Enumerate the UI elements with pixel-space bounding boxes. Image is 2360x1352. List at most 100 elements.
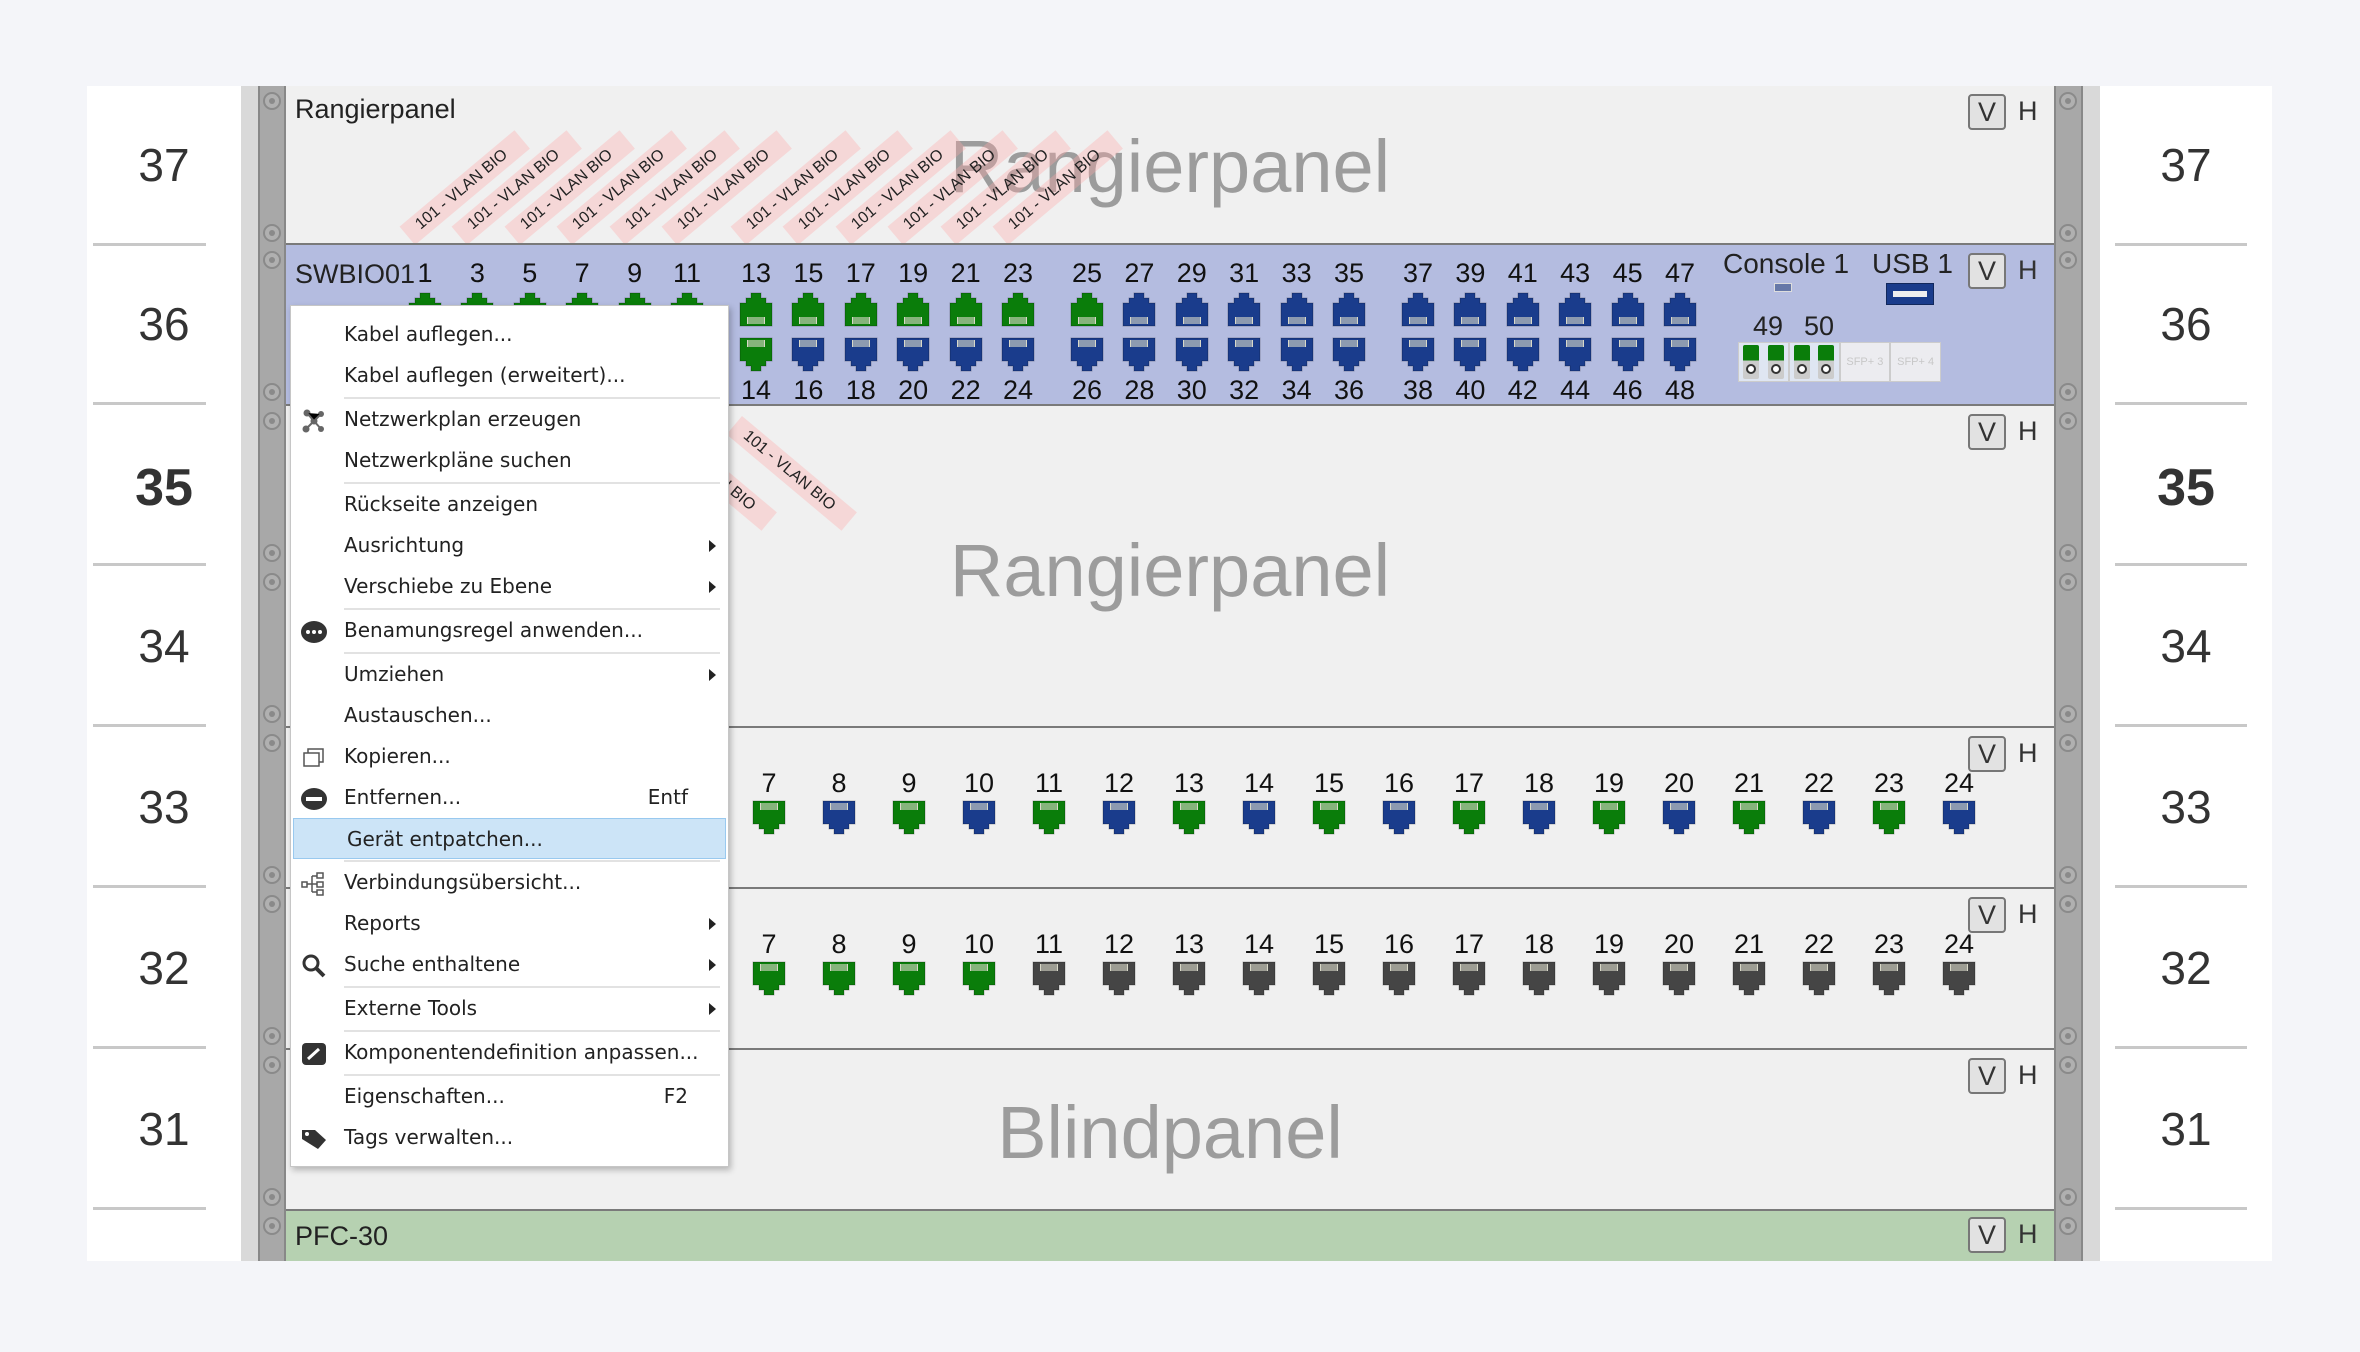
rj45-port-icon[interactable] bbox=[1611, 337, 1645, 373]
rj45-port-icon[interactable] bbox=[1102, 800, 1136, 836]
rj45-port-icon[interactable] bbox=[1280, 337, 1314, 373]
rj45-port-icon[interactable] bbox=[739, 291, 773, 327]
horizontal-orientation-button[interactable]: H bbox=[2018, 1060, 2038, 1090]
rj45-port-icon[interactable] bbox=[1592, 800, 1626, 836]
rj45-port-icon[interactable] bbox=[1280, 291, 1314, 327]
rj45-port-icon[interactable] bbox=[1102, 961, 1136, 997]
rj45-port-icon[interactable] bbox=[1558, 337, 1592, 373]
rj45-port-icon[interactable] bbox=[1227, 291, 1261, 327]
rj45-port-icon[interactable] bbox=[1001, 291, 1035, 327]
rj45-port-icon[interactable] bbox=[1401, 337, 1435, 373]
rj45-port-icon[interactable] bbox=[1452, 800, 1486, 836]
rj45-port-icon[interactable] bbox=[1522, 800, 1556, 836]
horizontal-orientation-button[interactable]: H bbox=[2018, 899, 2038, 929]
rj45-port-icon[interactable] bbox=[1453, 291, 1487, 327]
menu-item-ausrichtung[interactable]: Ausrichtung bbox=[291, 525, 728, 566]
rj45-port-icon[interactable] bbox=[1663, 291, 1697, 327]
menu-item-verbindungsübersicht[interactable]: Verbindungsübersicht... bbox=[291, 862, 728, 903]
menu-item-entfernen[interactable]: Entfernen... Entf bbox=[291, 777, 728, 818]
rj45-port-icon[interactable] bbox=[1732, 800, 1766, 836]
rj45-port-icon[interactable] bbox=[752, 800, 786, 836]
menu-item-eigenschaften[interactable]: Eigenschaften... F2 bbox=[291, 1076, 728, 1117]
rj45-port-icon[interactable] bbox=[1242, 800, 1276, 836]
rj45-port-icon[interactable] bbox=[1332, 291, 1366, 327]
rj45-port-icon[interactable] bbox=[1401, 291, 1435, 327]
rj45-port-icon[interactable] bbox=[1732, 961, 1766, 997]
device-rangierpanel-37[interactable]: Rangierpanel Rangierpanel V H 101 - VLAN B… bbox=[286, 86, 2054, 245]
rj45-port-icon[interactable] bbox=[822, 800, 856, 836]
horizontal-orientation-button[interactable]: H bbox=[2018, 738, 2038, 768]
vertical-orientation-button[interactable]: V bbox=[1968, 94, 2006, 130]
menu-item-austauschen[interactable]: Austauschen... bbox=[291, 695, 728, 736]
sfp-slot[interactable] bbox=[1788, 342, 1840, 382]
rj45-port-icon[interactable] bbox=[896, 291, 930, 327]
menu-item-netzwerkpläne-suchen[interactable]: Netzwerkpläne suchen bbox=[291, 440, 728, 481]
rj45-port-icon[interactable] bbox=[892, 800, 926, 836]
rj45-port-icon[interactable] bbox=[1802, 800, 1836, 836]
vertical-orientation-button[interactable]: V bbox=[1968, 1058, 2006, 1094]
rj45-port-icon[interactable] bbox=[844, 291, 878, 327]
rj45-port-icon[interactable] bbox=[962, 961, 996, 997]
vertical-orientation-button[interactable]: V bbox=[1968, 1217, 2006, 1253]
menu-item-verschiebe-zu-ebene[interactable]: Verschiebe zu Ebene bbox=[291, 566, 728, 607]
rj45-port-icon[interactable] bbox=[949, 337, 983, 373]
rj45-port-icon[interactable] bbox=[1332, 337, 1366, 373]
rj45-port-icon[interactable] bbox=[896, 337, 930, 373]
sfp-slot-empty[interactable]: SFP+ 3 bbox=[1839, 342, 1891, 382]
rj45-port-icon[interactable] bbox=[1663, 337, 1697, 373]
rj45-port-icon[interactable] bbox=[822, 961, 856, 997]
rj45-port-icon[interactable] bbox=[1662, 800, 1696, 836]
rj45-port-icon[interactable] bbox=[1662, 961, 1696, 997]
menu-item-reports[interactable]: Reports bbox=[291, 903, 728, 944]
menu-item-kabel-auflegen-erweitert[interactable]: Kabel auflegen (erweitert)... bbox=[291, 355, 728, 396]
vertical-orientation-button[interactable]: V bbox=[1968, 736, 2006, 772]
menu-item-externe-tools[interactable]: Externe Tools bbox=[291, 988, 728, 1029]
rj45-port-icon[interactable] bbox=[962, 800, 996, 836]
menu-item-kopieren[interactable]: Kopieren... bbox=[291, 736, 728, 777]
rj45-port-icon[interactable] bbox=[1172, 961, 1206, 997]
rj45-port-icon[interactable] bbox=[844, 337, 878, 373]
menu-item-gerät-entpatchen[interactable]: Gerät entpatchen... bbox=[293, 818, 726, 859]
menu-item-rückseite-anzeigen[interactable]: Rückseite anzeigen bbox=[291, 484, 728, 525]
rj45-port-icon[interactable] bbox=[1122, 337, 1156, 373]
rj45-port-icon[interactable] bbox=[1452, 961, 1486, 997]
menu-item-umziehen[interactable]: Umziehen bbox=[291, 654, 728, 695]
rj45-port-icon[interactable] bbox=[739, 337, 773, 373]
rj45-port-icon[interactable] bbox=[1312, 961, 1346, 997]
vertical-orientation-button[interactable]: V bbox=[1968, 253, 2006, 289]
menu-item-tags-verwalten[interactable]: Tags verwalten... bbox=[291, 1117, 728, 1158]
usb-port-icon[interactable] bbox=[1886, 283, 1934, 305]
rj45-port-icon[interactable] bbox=[1506, 291, 1540, 327]
rj45-port-icon[interactable] bbox=[1175, 337, 1209, 373]
rj45-port-icon[interactable] bbox=[892, 961, 926, 997]
rj45-port-icon[interactable] bbox=[1242, 961, 1276, 997]
console-port-icon[interactable] bbox=[1774, 283, 1792, 292]
rj45-port-icon[interactable] bbox=[1453, 337, 1487, 373]
menu-item-netzwerkplan-erzeugen[interactable]: Netzwerkplan erzeugen bbox=[291, 399, 728, 440]
rj45-port-icon[interactable] bbox=[1312, 800, 1346, 836]
menu-item-komponentendefinition-anpassen[interactable]: Komponentendefinition anpassen... bbox=[291, 1032, 728, 1073]
rj45-port-icon[interactable] bbox=[1382, 800, 1416, 836]
rj45-port-icon[interactable] bbox=[1001, 337, 1035, 373]
horizontal-orientation-button[interactable]: H bbox=[2018, 416, 2038, 446]
rj45-port-icon[interactable] bbox=[1592, 961, 1626, 997]
horizontal-orientation-button[interactable]: H bbox=[2018, 1219, 2038, 1249]
rj45-port-icon[interactable] bbox=[1227, 337, 1261, 373]
vertical-orientation-button[interactable]: V bbox=[1968, 414, 2006, 450]
sfp-slot[interactable] bbox=[1738, 342, 1789, 382]
rj45-port-icon[interactable] bbox=[949, 291, 983, 327]
rj45-port-icon[interactable] bbox=[1032, 800, 1066, 836]
vertical-orientation-button[interactable]: V bbox=[1968, 897, 2006, 933]
rj45-port-icon[interactable] bbox=[752, 961, 786, 997]
rj45-port-icon[interactable] bbox=[1175, 291, 1209, 327]
horizontal-orientation-button[interactable]: H bbox=[2018, 255, 2038, 285]
horizontal-orientation-button[interactable]: H bbox=[2018, 96, 2038, 126]
sfp-slot-empty[interactable]: SFP+ 4 bbox=[1890, 342, 1941, 382]
rj45-port-icon[interactable] bbox=[1611, 291, 1645, 327]
rj45-port-icon[interactable] bbox=[1942, 961, 1976, 997]
menu-item-suche-enthaltene[interactable]: Suche enthaltene bbox=[291, 944, 728, 985]
rj45-port-icon[interactable] bbox=[1942, 800, 1976, 836]
rj45-port-icon[interactable] bbox=[1522, 961, 1556, 997]
rj45-port-icon[interactable] bbox=[1032, 961, 1066, 997]
